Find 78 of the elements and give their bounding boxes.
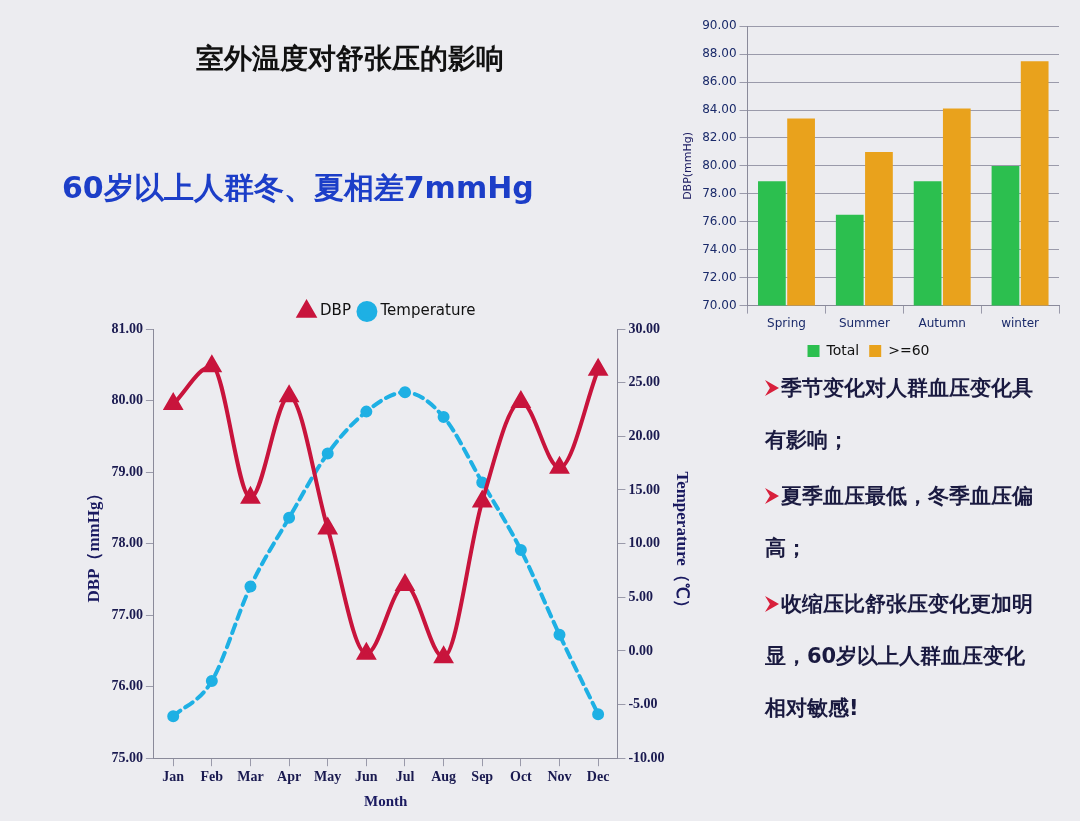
legend-label: Temperature (379, 301, 476, 320)
x-tick-label: Apr (277, 769, 302, 785)
x-tick-label: Dec (586, 769, 610, 785)
point (356, 641, 377, 660)
y2-tick-label: -5.00 (628, 696, 658, 712)
point (205, 674, 218, 687)
x-tick-label: May (314, 769, 342, 785)
legend-label: DBP (320, 301, 351, 320)
y-tick-label: 75.00 (111, 749, 143, 765)
legend-label: >=60 (888, 341, 930, 358)
chart-title: 室外温度对舒张压的影响 (195, 41, 505, 77)
y-tick-label: 76.00 (702, 213, 737, 228)
x-tick-label: winter (1001, 315, 1040, 330)
y2-tick-label: 30.00 (628, 320, 660, 336)
y2-tick-label: 20.00 (628, 427, 660, 443)
y-tick-label: 88.00 (702, 46, 737, 61)
y-tick-label: 72.00 (702, 269, 737, 284)
x-tick-label: Autumn (918, 315, 966, 330)
y-tick-label: 90.00 (702, 18, 737, 33)
chart-subtitle: 60岁以上人群冬、夏相差7mmHg (62, 169, 534, 207)
x-tick-label: Jan (162, 769, 185, 785)
x-tick-label: Sep (471, 769, 494, 785)
y-tick-label: 74.00 (702, 241, 737, 256)
y2-tick-label: 25.00 (628, 374, 660, 390)
x-tick-label: Spring (767, 315, 806, 330)
x-tick-label: Jun (355, 769, 378, 785)
x-axis-title: Month (364, 792, 408, 809)
y-tick-label: 78.00 (111, 535, 143, 551)
point (283, 511, 296, 524)
y2-tick-label: 15.00 (628, 481, 660, 497)
y-tick-label: 86.00 (702, 74, 737, 89)
legend-label: Total (825, 341, 860, 358)
point (360, 405, 373, 418)
y-tick-label: 80.00 (111, 392, 143, 408)
y-tick-label: 81.00 (111, 320, 143, 336)
y-tick-label: 70.00 (702, 297, 737, 312)
point (434, 647, 453, 664)
point (280, 386, 299, 403)
point (398, 386, 411, 399)
y2-tick-label: -10.00 (628, 749, 665, 765)
point (473, 491, 492, 508)
x-tick-label: Jul (395, 769, 415, 785)
point (553, 628, 566, 641)
y-tick-label: 78.00 (702, 185, 737, 200)
text: 夏季血压最低，冬季血压偏高； (765, 484, 1033, 560)
text: 季节变化对人群血压变化具有影响； (765, 376, 1033, 452)
y2-tick-label: 0.00 (628, 642, 653, 658)
y2-tick-label: 10.00 (628, 535, 660, 551)
x-tick-label: Summer (838, 315, 890, 330)
y-tick-label: 82.00 (702, 130, 737, 145)
y-tick-label: 80.00 (702, 158, 737, 173)
x-tick-label: Nov (547, 769, 572, 785)
point (244, 580, 257, 593)
x-tick-label: Mar (237, 769, 264, 785)
y2-axis-title: Temperature（℃） (673, 471, 693, 616)
x-tick-label: Oct (509, 769, 533, 785)
y-tick-label: 76.00 (111, 678, 143, 694)
point (317, 516, 338, 535)
y-tick-label: 77.00 (111, 606, 143, 622)
point (592, 708, 605, 721)
point (437, 410, 450, 423)
y-tick-label: 84.00 (702, 102, 737, 117)
point (549, 455, 570, 474)
y-axis-title: DBP（mmHg） (83, 484, 103, 603)
point (396, 575, 414, 592)
point (240, 485, 261, 504)
y-tick-label: 79.00 (111, 463, 143, 479)
x-tick-label: Feb (200, 769, 224, 785)
point (514, 544, 527, 557)
point (321, 447, 334, 460)
y-axis-title: DBP(mmHg) (681, 131, 695, 200)
point (164, 394, 183, 411)
text: 收缩压比舒张压变化更加明显，60岁以上人群血压变化相对敏感! (765, 592, 1033, 720)
point (202, 356, 221, 373)
y2-tick-label: 5.00 (628, 588, 653, 604)
point (167, 710, 180, 723)
x-tick-label: Aug (431, 769, 457, 785)
point (511, 391, 530, 408)
